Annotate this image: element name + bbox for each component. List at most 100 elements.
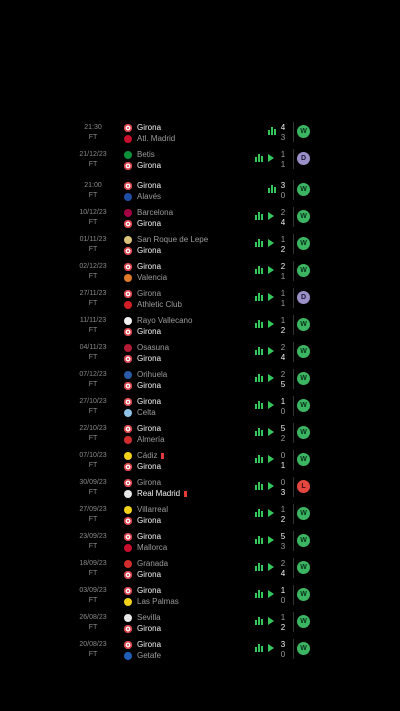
stats-icon[interactable] [255,266,264,274]
match-status: FT [88,273,98,280]
stats-icon[interactable] [255,509,264,517]
match-status: FT [88,408,98,415]
away-score: 1 [280,160,286,169]
match-row[interactable]: 20/08/23 FT Girona Getafe 3 0 W [0,635,400,662]
celta-crest [124,408,132,417]
play-highlights-icon[interactable] [268,617,274,625]
athletic-crest [124,300,132,309]
home-team: Girona [124,531,264,542]
play-highlights-icon[interactable] [268,293,274,301]
play-highlights-icon[interactable] [268,266,274,274]
divider [293,315,294,335]
match-actions [255,319,281,331]
match-row[interactable]: 27/11/23 FT Girona Athletic Club 1 1 D [0,284,400,311]
home-team: Girona [124,396,264,407]
stats-icon[interactable] [255,590,264,598]
match-row[interactable]: 07/10/23 FT Cádiz Girona 0 1 W [0,446,400,473]
match-row[interactable]: 21:30 FT Girona Atl. Madrid 4 3 W [0,118,400,145]
match-row[interactable]: 30/09/23 FT Girona Real Madrid 0 3 L [0,473,400,500]
girona-crest [124,570,132,579]
match-row[interactable]: 07/12/23 FT Orihuela Girona 2 5 W [0,365,400,392]
kickoff-date: 11/11/23 [79,317,107,324]
match-row[interactable]: 02/12/23 FT Girona Valencia 2 1 W [0,257,400,284]
stats-icon[interactable] [255,644,264,652]
play-highlights-icon[interactable] [268,239,274,247]
home-score: 1 [280,505,286,514]
stats-icon[interactable] [255,212,264,220]
match-row[interactable]: 21/12/23 FT Betis Girona 1 1 D [0,145,400,172]
match-time: 02/12/23 FT [70,262,116,282]
stats-icon[interactable] [255,563,264,571]
match-time: 03/09/23 FT [70,586,116,606]
stats-icon[interactable] [255,482,264,490]
match-row[interactable]: 11/11/23 FT Rayo Vallecano Girona 1 2 W [0,311,400,338]
away-score: 3 [280,542,286,551]
match-row[interactable]: 27/09/23 FT Villarreal Girona 1 2 W [0,500,400,527]
play-highlights-icon[interactable] [268,428,274,436]
stats-icon[interactable] [255,239,264,247]
away-team: Real Madrid [124,488,264,499]
stats-icon[interactable] [255,320,264,328]
match-row[interactable]: 01/11/23 FT San Roque de Lepe Girona 1 2 W [0,230,400,257]
play-highlights-icon[interactable] [268,644,274,652]
match-row[interactable]: 04/11/23 FT Osasuna Girona 2 4 W [0,338,400,365]
match-row[interactable]: 26/08/23 FT Sevilla Girona 1 2 W [0,608,400,635]
stats-icon[interactable] [268,185,277,193]
match-time: 01/11/23 FT [70,235,116,255]
match-row[interactable]: 27/10/23 FT Girona Celta 1 0 W [0,392,400,419]
play-highlights-icon[interactable] [268,374,274,382]
match-row[interactable]: 10/12/23 FT Barcelona Girona 2 4 W [0,203,400,230]
play-highlights-icon[interactable] [268,590,274,598]
stats-icon[interactable] [255,455,264,463]
play-highlights-icon[interactable] [268,347,274,355]
match-time: 07/10/23 FT [70,451,116,471]
team-name: Betis [137,150,155,159]
home-score: 1 [280,150,286,159]
stats-icon[interactable] [255,617,264,625]
kickoff-date: 10/12/23 [79,209,107,216]
match-actions [255,481,281,493]
match-time: 26/08/23 FT [70,613,116,633]
play-highlights-icon[interactable] [268,212,274,220]
match-list: 21:30 FT Girona Atl. Madrid 4 3 W 21/12/23 FT Bet… [0,118,400,662]
match-status: FT [88,134,98,141]
away-team: Girona [124,218,264,229]
match-actions [255,427,281,439]
match-row[interactable]: 03/09/23 FT Girona Las Palmas 1 0 W [0,581,400,608]
play-highlights-icon[interactable] [268,536,274,544]
stats-icon[interactable] [255,347,264,355]
mallorca-crest [124,543,132,552]
match-actions [255,153,281,165]
match-row[interactable]: 21:00 FT Girona Alavés 3 0 W [0,176,400,203]
match-status: FT [88,624,98,631]
match-row[interactable]: 18/09/23 FT Granada Girona 2 4 W [0,554,400,581]
play-highlights-icon[interactable] [268,320,274,328]
teams: Cádiz Girona [124,450,264,472]
stats-icon[interactable] [255,428,264,436]
match-time: 11/11/23 FT [70,316,116,336]
play-highlights-icon[interactable] [268,401,274,409]
away-score: 2 [280,326,286,335]
stats-icon[interactable] [255,536,264,544]
stats-icon[interactable] [255,293,264,301]
match-row[interactable]: 22/10/23 FT Girona Almería 5 2 W [0,419,400,446]
play-highlights-icon[interactable] [268,154,274,162]
kickoff-date: 02/12/23 [79,263,107,270]
stats-icon[interactable] [255,401,264,409]
stats-icon[interactable] [268,127,277,135]
match-actions [255,535,281,547]
divider [293,288,294,308]
stats-icon[interactable] [255,154,264,162]
play-highlights-icon[interactable] [268,563,274,571]
stats-icon[interactable] [255,374,264,382]
away-team: Celta [124,407,264,418]
play-highlights-icon[interactable] [268,482,274,490]
result-badge: W [297,615,310,628]
play-highlights-icon[interactable] [268,509,274,517]
team-name: Las Palmas [137,597,179,606]
match-row[interactable]: 23/09/23 FT Girona Mallorca 5 3 W [0,527,400,554]
play-highlights-icon[interactable] [268,455,274,463]
match-actions [255,373,281,385]
